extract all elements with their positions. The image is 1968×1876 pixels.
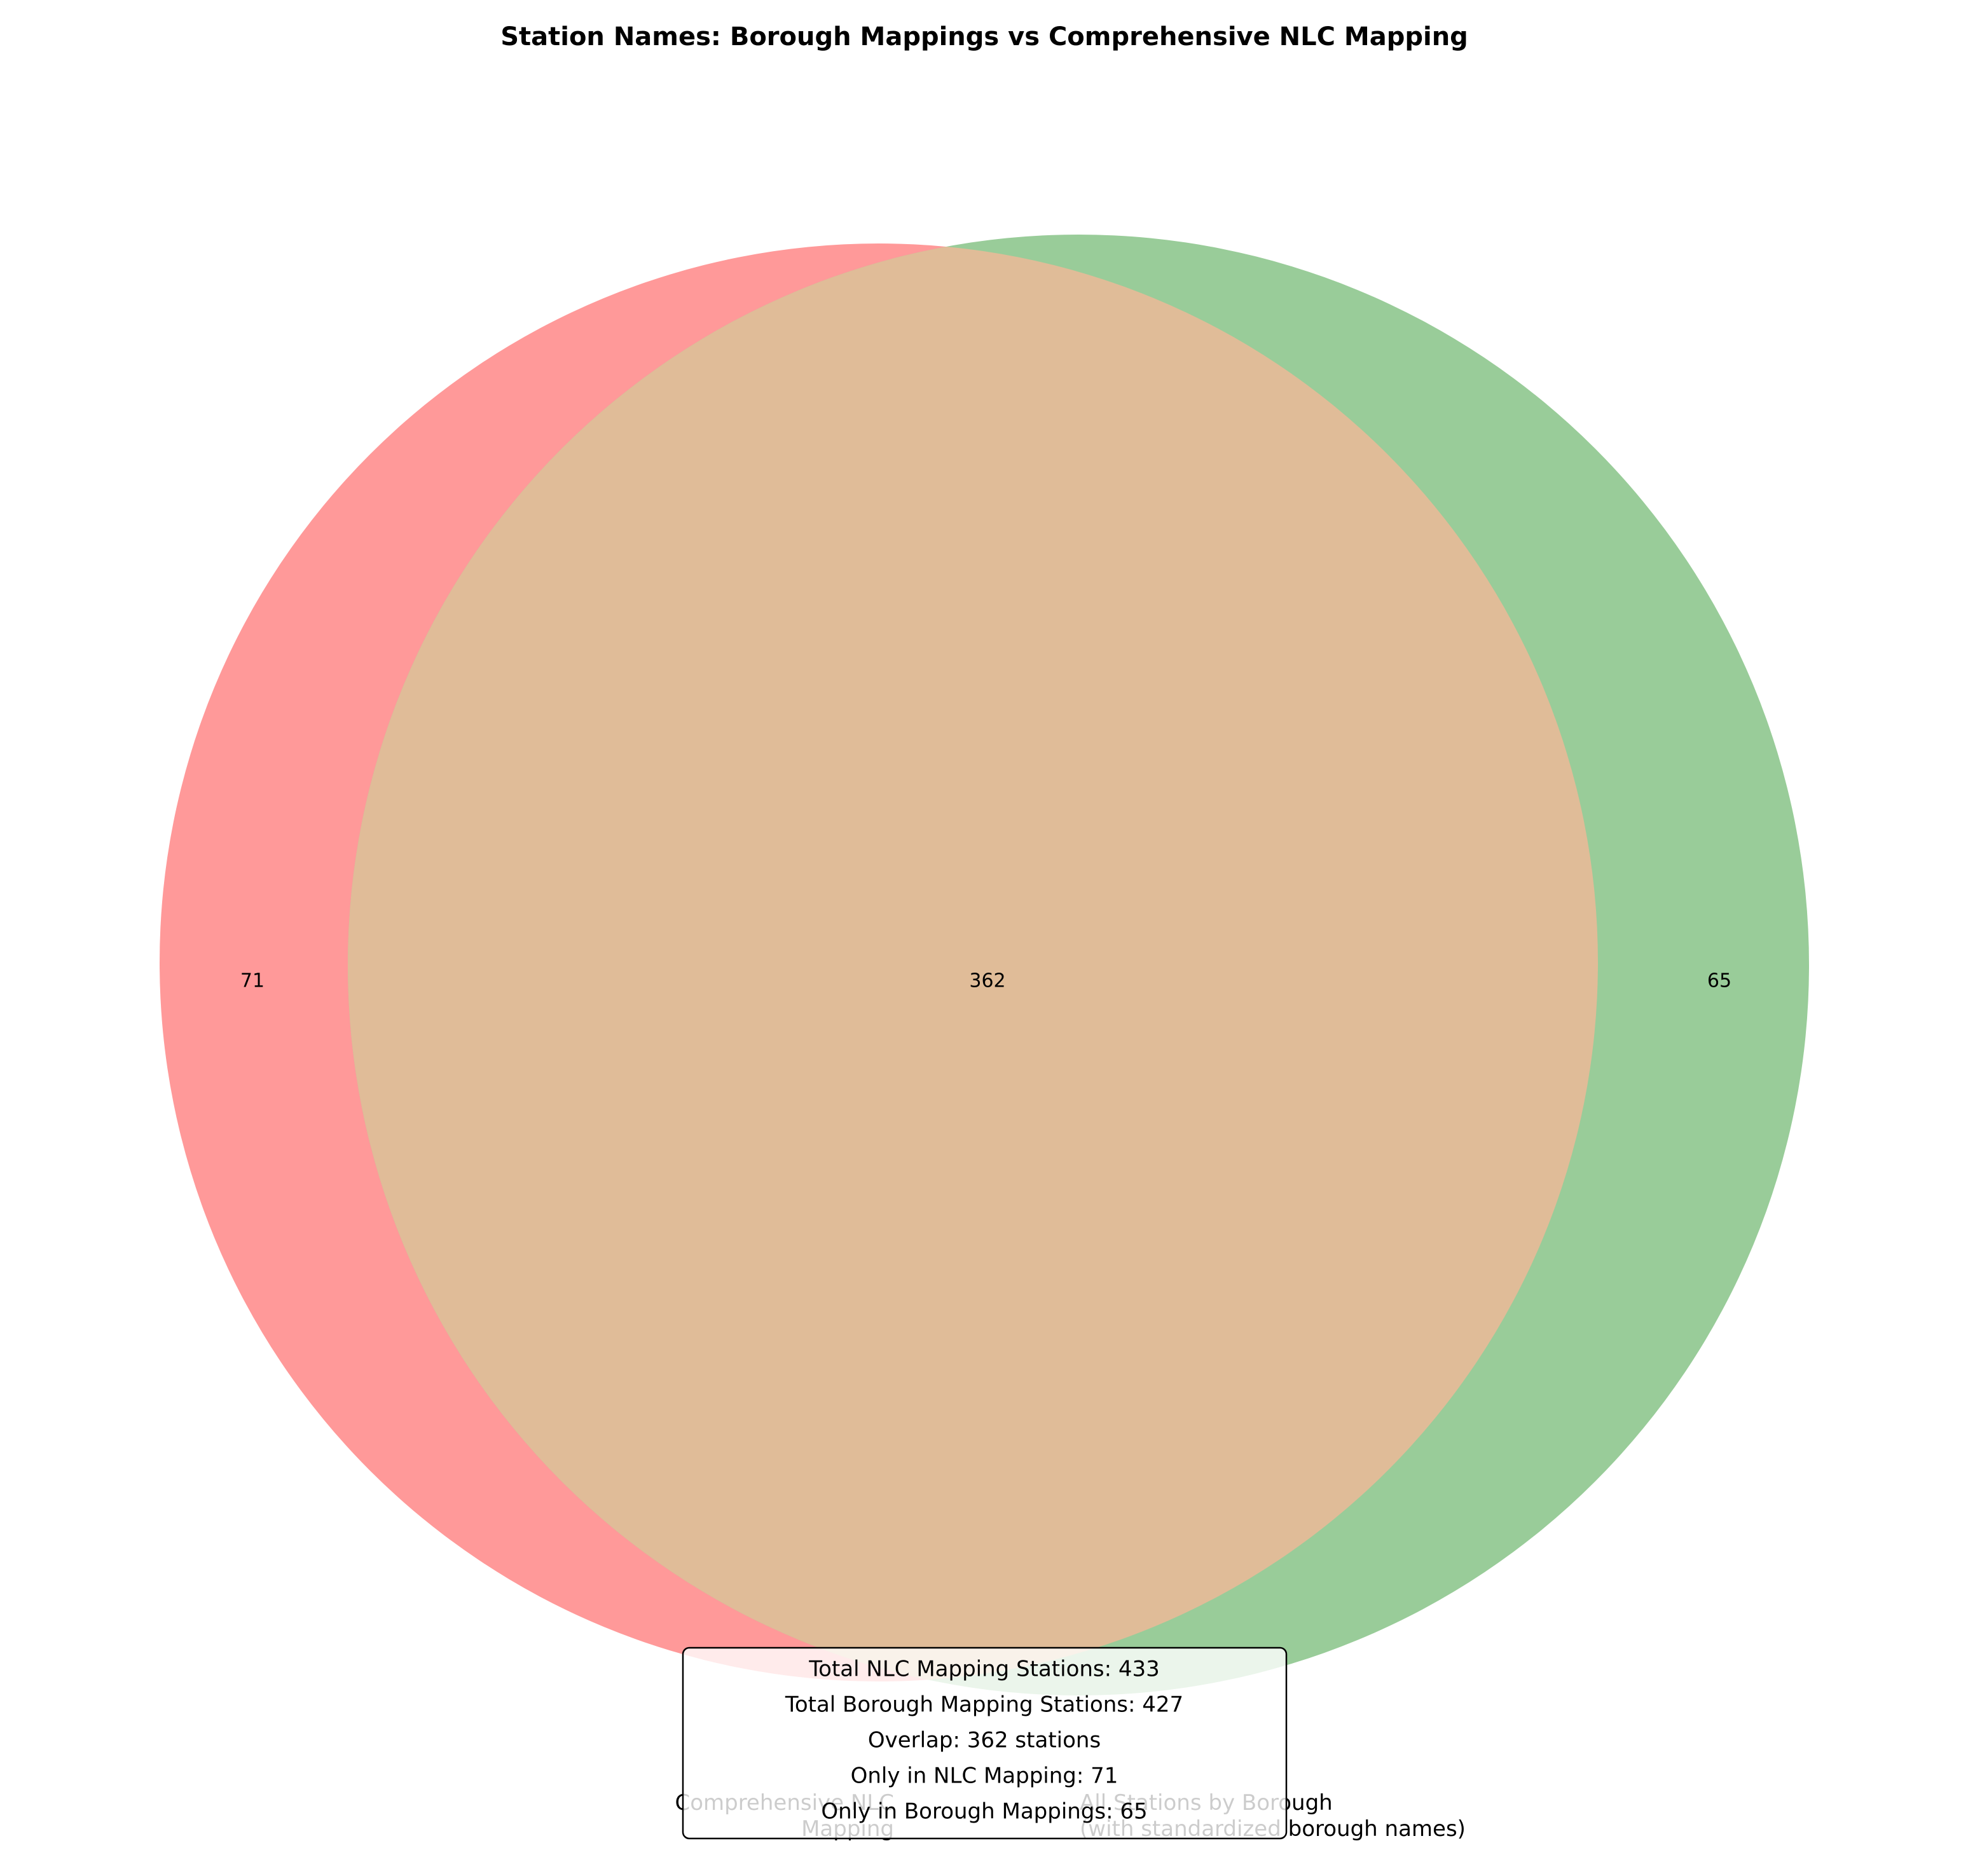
annotation-line: Total Borough Mapping Stations: 427	[785, 1692, 1183, 1718]
annotation-line: Only in Borough Mappings: 65	[821, 1799, 1147, 1825]
annotation-line: Overlap: 362 stations	[868, 1728, 1101, 1753]
annotation-line: Total NLC Mapping Stations: 433	[808, 1657, 1160, 1682]
annotation-line: Only in NLC Mapping: 71	[851, 1763, 1118, 1789]
region-label: 362	[969, 970, 1005, 992]
annotation-box	[682, 1647, 1288, 1840]
overlap-region	[348, 243, 1598, 1681]
region-label: 71	[240, 970, 265, 992]
region-label: 65	[1707, 970, 1731, 992]
chart-title: Station Names: Borough Mappings vs Compr…	[500, 22, 1468, 51]
